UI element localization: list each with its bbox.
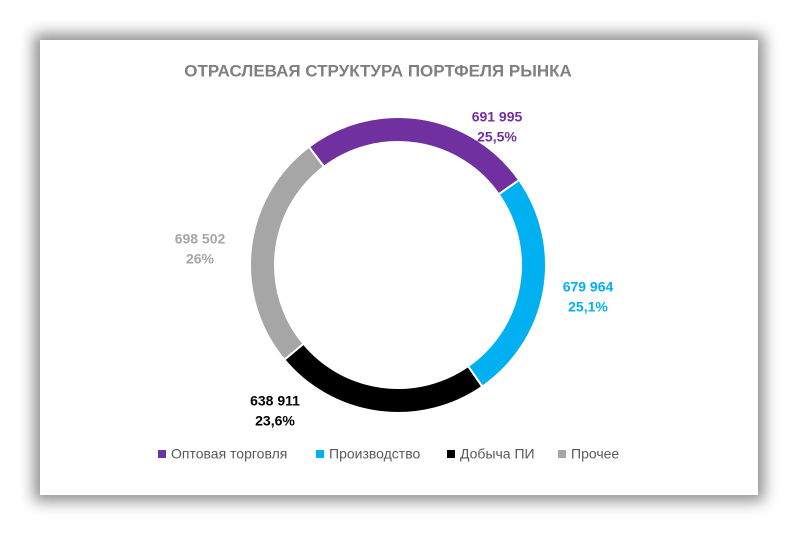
value-label: 691 995: [472, 109, 523, 125]
value-label: 638 911: [250, 393, 300, 409]
value-label: 679 964: [563, 279, 614, 295]
chart-card: [40, 40, 758, 495]
percent-label: 25,1%: [568, 299, 608, 315]
legend-swatch: [158, 450, 166, 458]
percent-label: 25,5%: [477, 129, 517, 145]
donut-slice: [249, 145, 326, 362]
chart-title: ОТРАСЛЕВАЯ СТРУКТУРА ПОРТФЕЛЯ РЫНКА: [184, 61, 572, 80]
percent-label: 23,6%: [255, 413, 295, 429]
legend-label: Производство: [329, 446, 420, 462]
legend-label: Прочее: [571, 446, 619, 462]
value-label: 698 502: [175, 231, 226, 247]
legend-label: Добыча ПИ: [460, 446, 535, 462]
percent-label: 26%: [186, 251, 215, 267]
donut-slice: [282, 342, 484, 414]
legend-swatch: [558, 450, 566, 458]
donut-slice: [466, 178, 547, 389]
legend-swatch: [316, 450, 324, 458]
legend-swatch: [447, 450, 455, 458]
legend-label: Оптовая торговля: [171, 446, 287, 462]
